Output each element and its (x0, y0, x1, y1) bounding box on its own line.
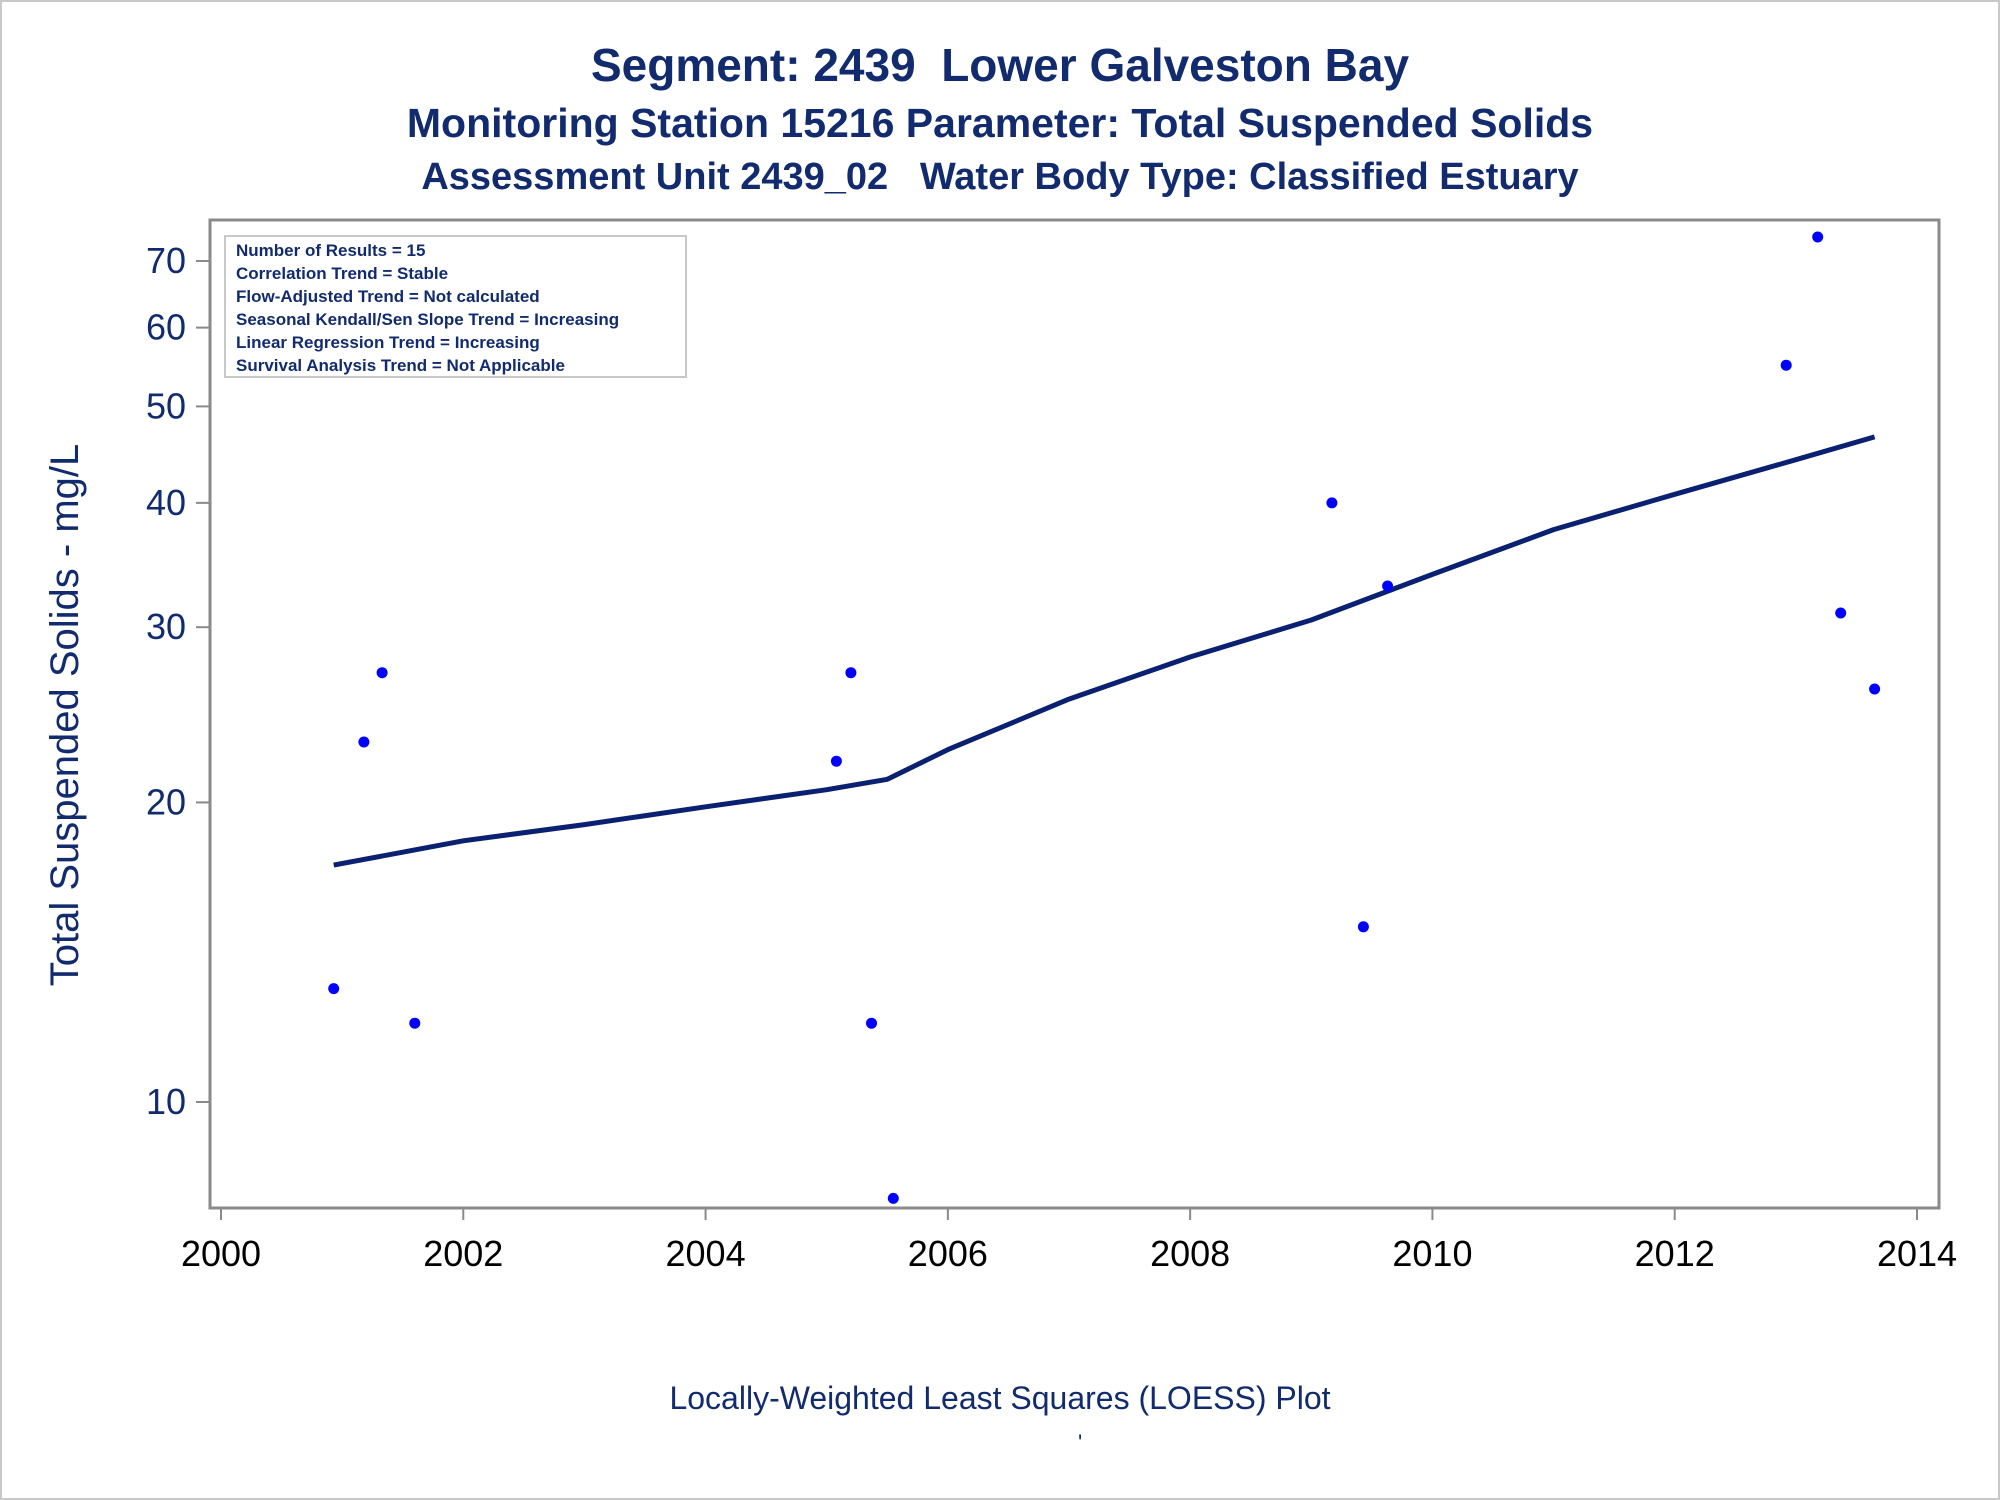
y-tick-label: 40 (146, 482, 186, 523)
stats-box: Number of Results = 15 Correlation Trend… (224, 235, 687, 378)
data-point (1780, 359, 1792, 371)
data-point (866, 1017, 877, 1029)
data-point (1812, 231, 1824, 243)
data-point (1326, 497, 1338, 509)
stats-line: Flow-Adjusted Trend = Not calculated (236, 287, 540, 306)
stats-line: Linear Regression Trend = Increasing (236, 333, 540, 352)
y-tick-label: 70 (146, 240, 186, 281)
x-tick-label: 2010 (1392, 1233, 1472, 1274)
stats-box-border (224, 235, 687, 378)
stats-line: Survival Analysis Trend = Not Applicable (236, 356, 565, 375)
plot-area (208, 218, 1941, 1210)
data-points (328, 231, 1881, 1204)
data-point (887, 1192, 899, 1204)
data-point (409, 1017, 421, 1029)
y-tick-label: 30 (146, 606, 186, 647)
y-tick-label: 20 (146, 781, 186, 822)
axes: 2000 2002 2004 2006 2008 2010 2012 2014 10 20 30 40… (146, 240, 1957, 1274)
x-tick-label: 2002 (423, 1233, 503, 1274)
data-point (376, 667, 388, 679)
data-point (1835, 607, 1847, 619)
x-tick-label: 2014 (1877, 1233, 1957, 1274)
data-point (358, 736, 370, 748)
data-point (1357, 921, 1369, 933)
stats-line: Number of Results = 15 (236, 241, 425, 260)
stats-line: Correlation Trend = Stable (236, 264, 448, 283)
plot-footnote: Locally-Weighted Least Squares (LOESS) P… (669, 1380, 1331, 1416)
x-tick-label: 2012 (1635, 1233, 1715, 1274)
chart-subtitle: Monitoring Station 15216 Parameter: Tota… (406, 100, 1594, 146)
y-tick-label: 60 (146, 307, 186, 348)
y-tick-label: 10 (146, 1081, 186, 1122)
x-tick-label: 2006 (908, 1233, 988, 1274)
data-point (1869, 683, 1881, 695)
chart-subtitle-2: Assessment Unit 2439_02 Water Body Type:… (421, 156, 1579, 198)
x-tick-label: 2000 (181, 1233, 261, 1274)
data-point (328, 983, 340, 995)
trend-line-group (333, 434, 1876, 868)
x-tick-label: 2004 (666, 1233, 746, 1274)
chart-title: Segment: 2439 Lower Galveston Bay (590, 39, 1410, 91)
data-point (845, 667, 857, 679)
loess-trend-line (333, 434, 1876, 868)
footnote-mark: ' (1078, 1430, 1083, 1455)
stats-line: Seasonal Kendall/Sen Slope Trend = Incre… (236, 310, 619, 329)
x-tick-label: 2008 (1150, 1233, 1230, 1274)
data-point (1382, 580, 1394, 592)
data-point (830, 755, 842, 767)
y-axis-label: Total Suspended Solids - mg/L (43, 444, 87, 987)
y-tick-label: 50 (146, 385, 186, 426)
